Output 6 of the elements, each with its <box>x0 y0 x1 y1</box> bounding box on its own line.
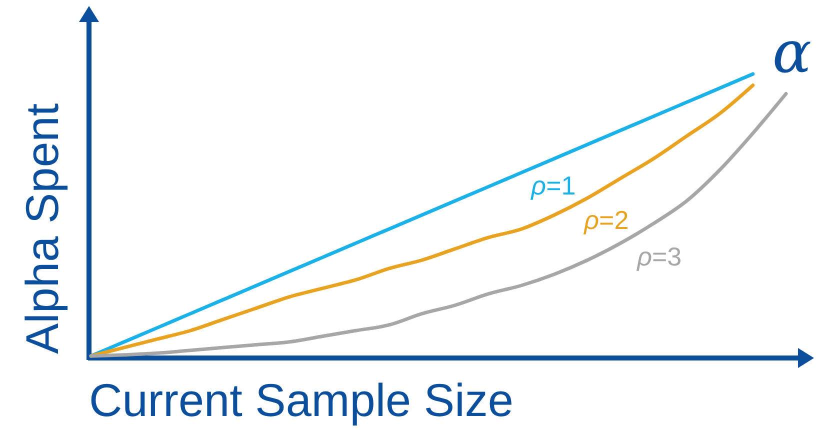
series-label: ρ=2 <box>583 204 629 235</box>
annotation: α <box>772 18 812 86</box>
series-label: ρ=3 <box>636 241 682 272</box>
y-axis-title: Alpha Spent <box>16 103 68 354</box>
series-label: ρ=1 <box>530 170 576 200</box>
x-axis-title: Current Sample Size <box>89 374 514 426</box>
